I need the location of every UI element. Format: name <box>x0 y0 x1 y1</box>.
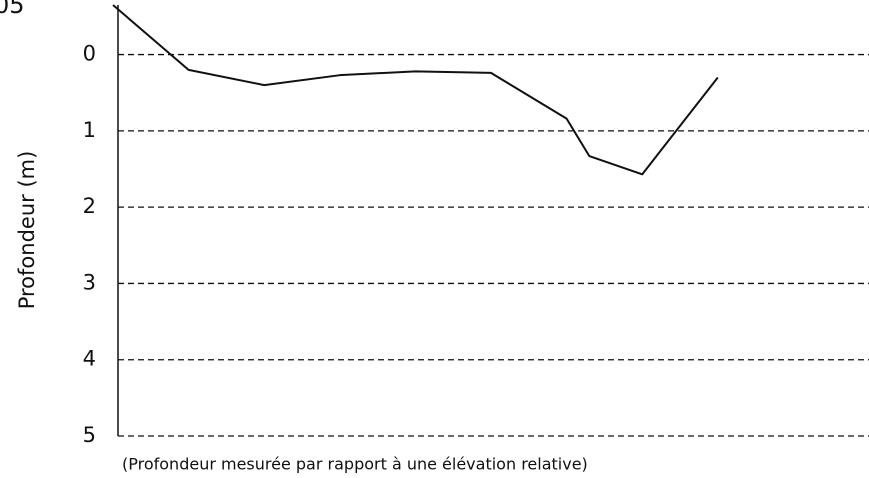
y-tick-label: 4 <box>83 347 96 371</box>
y-tick-label: 3 <box>83 270 96 294</box>
note: (Profondeur mesurée par rapport à une él… <box>122 455 588 474</box>
line <box>112 4 719 176</box>
corner-label: 05 <box>0 0 25 19</box>
y-tick-label: 5 <box>83 423 96 447</box>
y-axis-label: Profondeur (m) <box>15 151 39 310</box>
y-tick-label: 1 <box>83 118 96 142</box>
y-tick-label: 0 <box>83 42 96 66</box>
y-tick-label: 2 <box>83 194 96 218</box>
